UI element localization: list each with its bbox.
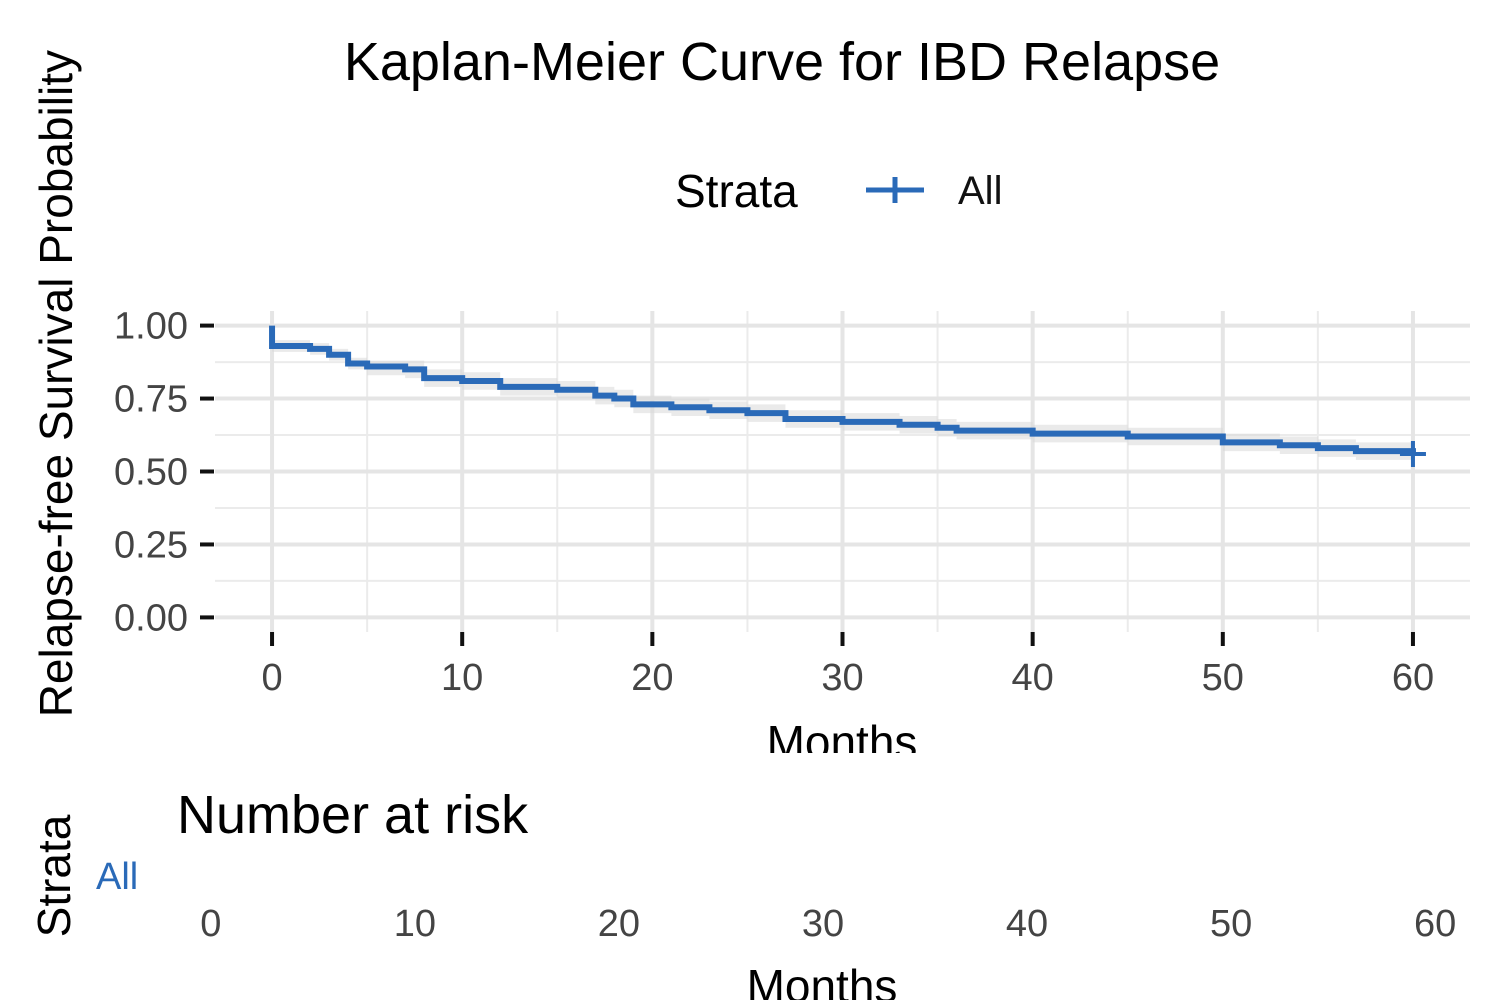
x-tick-label: 10 <box>394 903 436 945</box>
x-tick-label: 20 <box>598 903 640 945</box>
x-tick-label: 60 <box>1414 903 1456 945</box>
table-title: Number at risk <box>177 785 529 845</box>
y-tick-label: 0.50 <box>114 452 188 494</box>
y-tick-label: 0.75 <box>114 379 188 421</box>
y-tick-label: 1.00 <box>114 306 188 348</box>
x-axis-label: Months <box>767 716 918 768</box>
legend-key <box>866 177 924 203</box>
table-y-label: Strata <box>28 814 80 937</box>
x-tick-label: 20 <box>631 657 673 699</box>
y-tick-label: 0.25 <box>114 524 188 566</box>
x-tick-label: 50 <box>1202 657 1244 699</box>
x-tick-label: 40 <box>1012 657 1054 699</box>
legend-label: All <box>958 169 1002 213</box>
x-tick-label: 0 <box>261 657 282 699</box>
chart-title: Kaplan-Meier Curve for IBD Relapse <box>344 32 1220 92</box>
censor-mark <box>1399 440 1426 467</box>
y-tick-label: 0.00 <box>114 597 188 639</box>
x-tick-label: 0 <box>200 903 221 945</box>
legend-title: Strata <box>675 165 798 217</box>
strata-label: All <box>96 856 138 898</box>
survival-line <box>269 325 1416 455</box>
top-labels: Relapse-free Survival Probability Months <box>30 50 918 768</box>
x-tick-label: 60 <box>1392 657 1434 699</box>
x-tick-label: 40 <box>1006 903 1048 945</box>
x-tick-label: 30 <box>802 903 844 945</box>
y-axis-label: Relapse-free Survival Probability <box>30 50 82 717</box>
table-x-label: Months <box>747 960 898 1000</box>
x-tick-label: 10 <box>441 657 483 699</box>
x-tick-label: 50 <box>1210 903 1252 945</box>
x-tick-label: 30 <box>821 657 863 699</box>
